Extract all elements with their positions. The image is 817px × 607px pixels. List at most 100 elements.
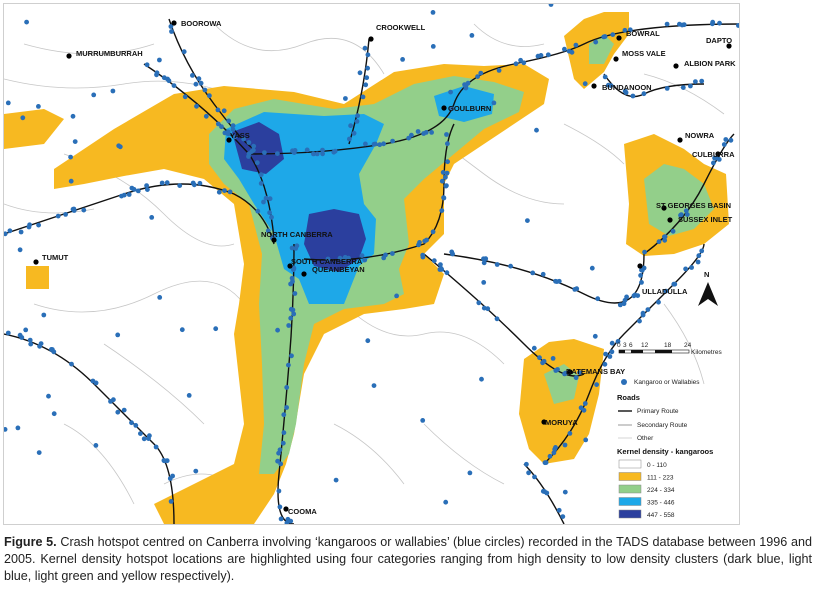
crash-point <box>4 231 8 237</box>
crash-point <box>71 206 77 212</box>
crash-point <box>524 461 529 467</box>
crash-point <box>508 263 513 269</box>
crash-point <box>169 29 174 34</box>
crash-point <box>90 378 96 384</box>
hotspot-map: BOOROWA CROOKWELL MURRUMBURRAH BOWRAL DA… <box>4 4 739 524</box>
svg-text:3: 3 <box>623 342 627 349</box>
legend-swatch <box>618 484 642 494</box>
crash-point <box>736 23 739 28</box>
crash-point <box>281 430 287 436</box>
legend-class-label: 0 - 110 <box>647 462 667 469</box>
crash-point <box>20 115 26 121</box>
crash-point <box>443 499 449 505</box>
crash-point <box>360 94 366 100</box>
crash-point <box>551 450 557 456</box>
legend-swatch <box>618 472 642 481</box>
crash-point <box>144 183 150 189</box>
svg-text:TUMUT: TUMUT <box>42 253 69 262</box>
crash-point <box>721 142 727 147</box>
crash-point <box>710 19 716 25</box>
crash-point <box>276 488 282 494</box>
svg-text:BATEMANS BAY: BATEMANS BAY <box>566 367 625 376</box>
crash-point <box>225 129 231 135</box>
crash-point <box>544 490 550 496</box>
crash-point <box>566 48 572 54</box>
crash-point <box>390 251 395 256</box>
crash-point <box>642 249 647 255</box>
town-albion-park: ALBION PARK <box>673 59 736 69</box>
crash-point <box>5 100 11 106</box>
crash-point <box>567 431 573 436</box>
crash-point <box>166 78 172 84</box>
crash-point <box>429 130 434 135</box>
crash-point <box>230 123 236 128</box>
svg-text:BUNDANOON: BUNDANOON <box>602 83 652 92</box>
crash-point <box>277 504 283 510</box>
crash-point <box>249 149 255 155</box>
crash-point <box>439 178 445 184</box>
crash-point <box>609 340 615 346</box>
crash-point <box>556 507 562 513</box>
svg-text:CULBURRA: CULBURRA <box>692 150 735 159</box>
crash-point <box>221 108 227 114</box>
crash-point <box>24 19 29 25</box>
crash-point <box>372 141 378 147</box>
crash-point <box>286 323 292 328</box>
svg-text:N: N <box>704 270 709 279</box>
svg-text:6: 6 <box>629 342 633 349</box>
crash-point <box>582 401 588 406</box>
crash-point <box>630 93 636 99</box>
scale-bar: 0 3 6 12 18 24 Kilometres <box>617 342 722 356</box>
crash-point <box>138 431 143 436</box>
crash-point <box>288 315 294 321</box>
crash-point <box>159 180 165 186</box>
crash-point <box>541 358 547 364</box>
crash-point <box>595 296 601 302</box>
crash-point <box>219 124 224 130</box>
crash-point <box>430 44 436 49</box>
crash-point <box>475 74 480 79</box>
crash-point <box>641 91 647 97</box>
crash-point <box>550 356 556 361</box>
crash-point <box>615 339 621 344</box>
figure-caption: Figure 5. Crash hotspot centred on Canbe… <box>4 534 812 585</box>
crash-point <box>400 57 405 62</box>
crash-point <box>639 280 644 285</box>
crash-point <box>141 436 147 442</box>
map-frame: BOOROWA CROOKWELL MURRUMBURRAH BOWRAL DA… <box>3 3 740 525</box>
crash-point <box>465 80 471 86</box>
crash-point <box>573 375 579 381</box>
svg-text:SOUTH CANBERRA: SOUTH CANBERRA <box>291 257 363 266</box>
crash-point <box>441 195 446 201</box>
crash-point <box>443 174 448 180</box>
crash-point <box>424 237 429 243</box>
crash-point <box>439 208 445 214</box>
svg-text:MOSS VALE: MOSS VALE <box>622 49 666 58</box>
crash-point <box>531 345 537 351</box>
crash-point <box>320 147 325 153</box>
crash-point <box>145 187 150 193</box>
crash-point <box>230 127 236 132</box>
crash-point <box>116 143 122 149</box>
crash-point <box>146 436 151 441</box>
svg-text:Kilometres: Kilometres <box>691 349 722 356</box>
crash-point <box>562 489 568 495</box>
crash-point <box>348 123 353 129</box>
svg-text:Primary Route: Primary Route <box>637 408 679 415</box>
town-queanbeyan: QUEANBEYAN <box>301 265 365 277</box>
crash-point <box>603 351 608 357</box>
crash-point <box>111 397 116 403</box>
town-goulburn: GOULBURN <box>441 104 491 113</box>
crash-point <box>294 243 300 249</box>
crash-point <box>555 367 560 372</box>
legend-class-label: 111 - 223 <box>647 475 674 482</box>
crash-point <box>290 307 296 313</box>
crash-point <box>362 45 368 51</box>
crash-point <box>409 132 414 138</box>
crash-point <box>635 293 641 298</box>
crash-point <box>363 141 368 147</box>
crash-point <box>481 305 487 311</box>
svg-text:NORTH CANBERRA: NORTH CANBERRA <box>261 230 333 239</box>
crash-point <box>258 181 264 186</box>
crash-point <box>664 86 670 91</box>
